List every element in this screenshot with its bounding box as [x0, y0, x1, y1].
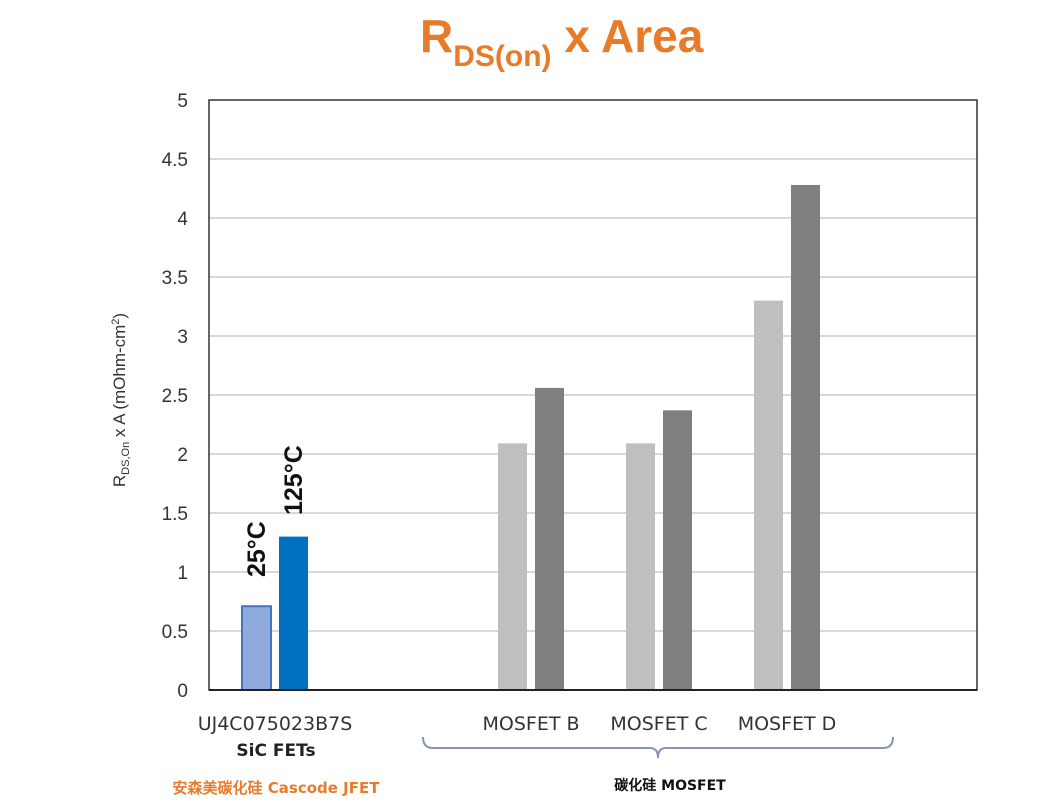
bar-label-25c: 25°C: [243, 521, 271, 577]
title-main: R: [420, 10, 453, 62]
bar-mosfet-d-series1: [754, 300, 783, 690]
title-subscript: DS(on): [453, 40, 551, 73]
group-label-cascode: 安森美碳化硅 Cascode JFET: [173, 779, 381, 797]
ylabel-end: ): [110, 313, 129, 319]
chart-title: RDS(on) x Area: [420, 10, 704, 73]
ylabel-sup: 2: [110, 319, 122, 325]
mosfet-group-bracket: [422, 736, 894, 759]
ylabel-sub: DS,On: [120, 442, 132, 475]
bar-mosfet-d-series2: [791, 184, 820, 690]
ylabel-rest: x A (mOhm-cm: [110, 325, 129, 442]
y-tick-label: 4.5: [162, 150, 188, 171]
x-category-label: MOSFET C: [610, 713, 707, 735]
x-category-label: MOSFET B: [482, 713, 579, 735]
y-tick-label: 3.5: [162, 268, 188, 289]
x-category-label: MOSFET D: [738, 713, 837, 735]
y-tick-label: 5: [177, 91, 188, 112]
x-category-label: UJ4C075023B7S: [198, 713, 353, 735]
bar-mosfet-b-series1: [498, 443, 527, 690]
ylabel-main: R: [110, 475, 129, 487]
bar-mosfet-c-series1: [626, 443, 655, 690]
bar-uj4c075023b7s-series2: [279, 536, 308, 690]
title-rest: x Area: [552, 10, 704, 62]
bar-mosfet-c-series2: [663, 410, 692, 690]
y-tick-label: 1: [177, 563, 188, 584]
y-tick-label: 2: [177, 445, 188, 466]
y-tick-label: 0: [177, 681, 188, 702]
y-axis-label: RDS,On x A (mOhm-cm2): [110, 313, 132, 487]
y-tick-label: 1.5: [162, 504, 188, 525]
y-tick-label: 3: [177, 327, 188, 348]
bar-uj4c075023b7s-series1: [241, 605, 272, 691]
bar-label-125c: 125°C: [280, 445, 308, 515]
group-label-sic-fets: SiC FETs: [236, 741, 315, 761]
y-tick-label: 0.5: [162, 622, 188, 643]
bar-mosfet-b-series2: [535, 387, 564, 690]
y-tick-label: 4: [177, 209, 188, 230]
group-label-mosfet: 碳化硅 MOSFET: [614, 777, 726, 794]
y-tick-label: 2.5: [162, 386, 188, 407]
